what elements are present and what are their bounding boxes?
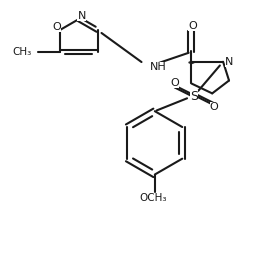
Text: O: O: [52, 22, 61, 32]
Text: N: N: [225, 57, 233, 67]
Text: S: S: [190, 90, 198, 103]
Text: N: N: [78, 11, 86, 21]
Text: O: O: [188, 21, 197, 31]
Text: NH: NH: [150, 62, 167, 72]
Text: OCH₃: OCH₃: [139, 193, 167, 203]
Text: O: O: [210, 102, 218, 112]
Text: CH₃: CH₃: [12, 47, 31, 57]
Text: O: O: [170, 78, 179, 88]
